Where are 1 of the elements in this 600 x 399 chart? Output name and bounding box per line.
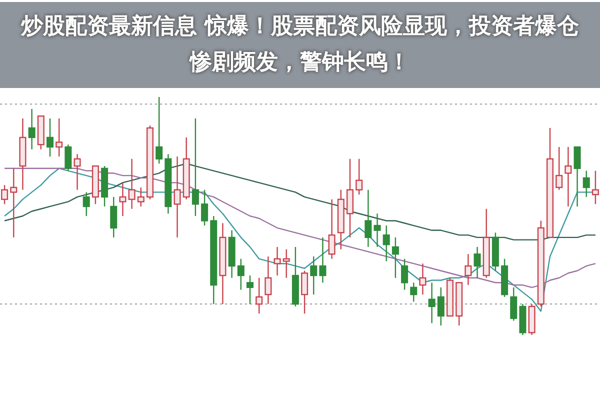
chart-title: 炒股配资最新信息 惊爆！股票配资风险显现，投资者爆仓惨剧频发，警钟长鸣！ [20, 12, 580, 77]
